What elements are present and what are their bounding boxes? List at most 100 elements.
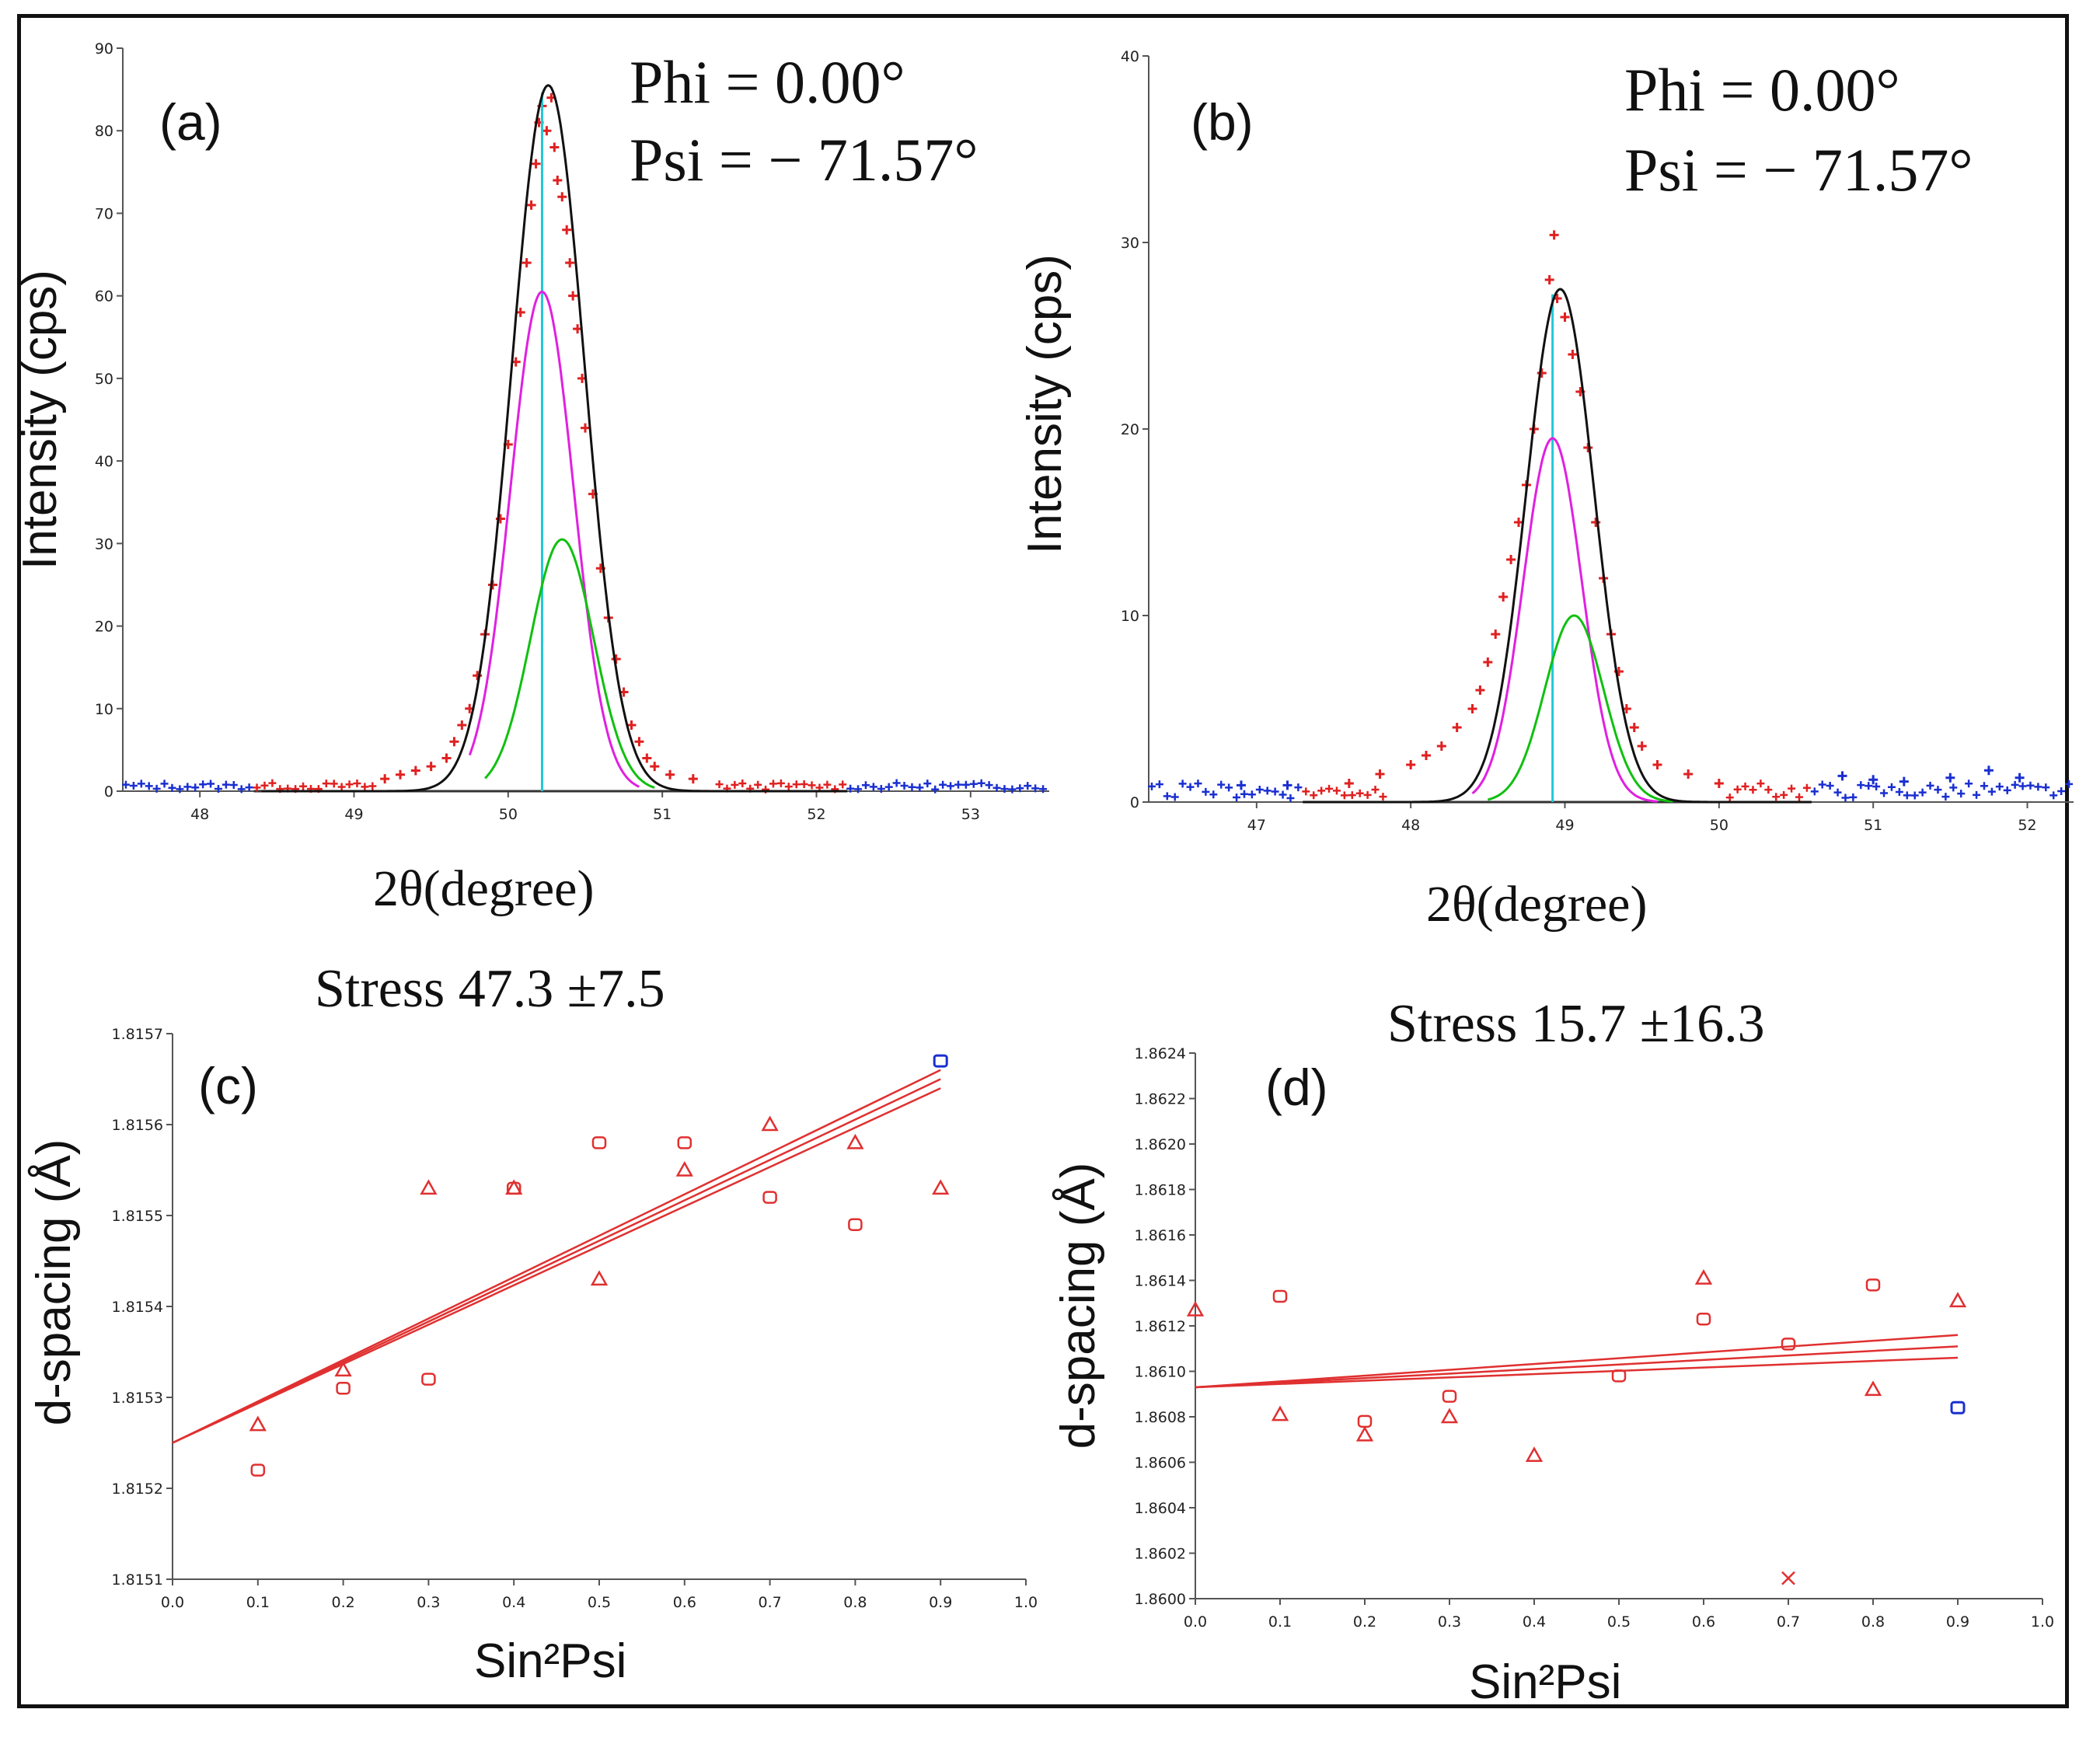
fit-curve-ka1	[1471, 437, 1658, 803]
x-tick-label: 0.1	[246, 1594, 270, 1611]
background-point	[176, 785, 184, 794]
chart-a: 0 10 20 30 40 50 60 70 80 90 48 49 50 51 52 53 2θ(degree…	[13, 40, 1049, 917]
y-axis-label: d-spacing (Å)	[1052, 1163, 1105, 1449]
x-tick-label: 50	[499, 806, 518, 823]
x-tick-label: 0.8	[843, 1594, 867, 1611]
background-point	[2026, 781, 2035, 790]
background-point	[1880, 789, 1889, 797]
data-point	[549, 142, 560, 152]
stress-title: Stress 47.3 ±7.5	[315, 959, 665, 1019]
y-tick-label: 1.8153	[112, 1390, 163, 1407]
background-point	[792, 780, 801, 789]
background-point	[869, 783, 877, 791]
background-point	[861, 781, 870, 790]
triangle-point	[1525, 1446, 1544, 1462]
background-point	[330, 780, 338, 788]
outlier-point	[1868, 775, 1878, 785]
regression-line	[172, 1087, 941, 1444]
x-tick-label: 0.9	[929, 1594, 952, 1611]
y-tick-label: 1.8157	[112, 1026, 163, 1043]
background-point	[2065, 780, 2074, 788]
x-tick-label: 52	[807, 806, 825, 823]
background-point	[1209, 790, 1218, 799]
x-tick-label: 0.3	[417, 1594, 440, 1611]
triangle-point	[1948, 1292, 1967, 1308]
data-point	[542, 126, 552, 136]
background-point	[1247, 790, 1256, 799]
x-axis-label: Sin²Psi	[1469, 1655, 1621, 1709]
background-point	[121, 780, 130, 789]
data-point	[562, 225, 572, 235]
background-point	[892, 779, 901, 787]
y-tick-label: 90	[95, 40, 113, 58]
circle-point	[421, 1373, 436, 1386]
fit-curve-ka1	[468, 290, 640, 788]
background-point	[846, 784, 855, 793]
background-point	[715, 780, 724, 789]
data-point	[522, 258, 532, 268]
y-tick-label: 1.8608	[1135, 1409, 1186, 1426]
data-point	[1436, 741, 1446, 751]
triangle-point	[1355, 1425, 1374, 1442]
background-point	[2049, 791, 2058, 800]
background-point	[299, 782, 308, 790]
y-tick-label: 40	[1121, 48, 1139, 65]
background-point	[923, 780, 932, 788]
background-point	[1941, 793, 1950, 801]
circle-point	[1442, 1390, 1457, 1403]
background-point	[931, 785, 940, 794]
data-point	[410, 766, 420, 776]
background-point	[1965, 780, 1973, 788]
data-point	[1560, 312, 1570, 322]
triangle-point	[505, 1179, 523, 1195]
data-point	[1375, 769, 1385, 779]
y-tick-label: 10	[95, 701, 113, 718]
triangle-point	[249, 1415, 267, 1432]
background-point	[1833, 788, 1842, 797]
background-point	[1749, 786, 1757, 794]
y-tick-label: 1.8610	[1135, 1364, 1186, 1381]
data-point	[449, 737, 459, 747]
data-point	[1683, 769, 1694, 779]
data-point	[1549, 230, 1559, 240]
background-point	[260, 781, 269, 790]
background-point	[2057, 787, 2066, 796]
x-tick-label: 49	[1555, 817, 1574, 834]
background-point	[2011, 780, 2019, 789]
background-point	[877, 785, 885, 794]
data-point	[1498, 592, 1509, 602]
background-point	[1826, 781, 1834, 790]
background-point	[1178, 780, 1187, 788]
background-point	[1194, 780, 1202, 788]
background-point	[1147, 782, 1156, 790]
background-point	[1240, 790, 1248, 798]
y-tick-label: 20	[1121, 421, 1139, 438]
triangle-point	[1271, 1405, 1289, 1421]
background-point	[1286, 794, 1295, 802]
triangle-point	[1864, 1380, 1882, 1397]
background-point	[1849, 793, 1858, 801]
y-tick-label: 0	[104, 783, 113, 800]
background-point	[1756, 780, 1765, 788]
x-tick-label: 0.6	[673, 1594, 696, 1611]
data-point	[1422, 751, 1431, 760]
data-point	[1544, 275, 1554, 284]
background-point	[1926, 781, 1934, 790]
background-point	[129, 781, 138, 790]
y-tick-label: 1.8154	[112, 1299, 163, 1316]
background-point	[1887, 783, 1896, 791]
circle-point	[1611, 1369, 1627, 1383]
x-tick-label: 50	[1710, 817, 1728, 834]
background-point	[1910, 791, 1919, 800]
x-tick-label: 49	[344, 806, 363, 823]
background-point	[1918, 788, 1927, 797]
data-point	[688, 774, 698, 784]
y-tick-label: 1.8616	[1135, 1227, 1186, 1244]
triangle-point	[334, 1361, 352, 1377]
background-point	[160, 780, 169, 788]
data-point	[531, 159, 541, 169]
background-point	[769, 780, 777, 788]
y-tick-label: 1.8622	[1135, 1091, 1186, 1108]
background-point	[1186, 783, 1195, 791]
data-point	[553, 175, 563, 185]
